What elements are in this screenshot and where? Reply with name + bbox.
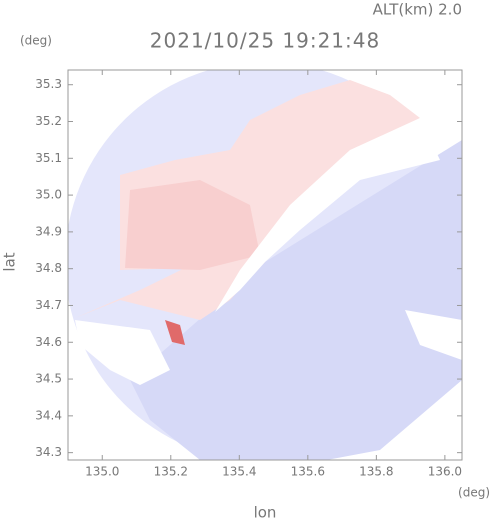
x-tick-label: 136.0 [428, 465, 462, 479]
altitude-label: ALT(km) 2.0 [373, 1, 462, 19]
y-tick-label: 35.1 [35, 151, 62, 165]
y-unit: (deg) [20, 34, 52, 48]
x-tick-label: 135.8 [359, 465, 393, 479]
approaching-core [125, 180, 260, 270]
y-axis-label: lat [1, 252, 19, 271]
y-tick-label: 34.7 [35, 298, 62, 312]
y-tick-label: 34.4 [35, 408, 62, 422]
y-tick-label: 34.3 [35, 445, 62, 459]
x-tick-label: 135.4 [222, 465, 256, 479]
y-tick-label: 35.2 [35, 114, 62, 128]
y-tick-label: 35.3 [35, 77, 62, 91]
radar-field [68, 70, 462, 460]
x-unit: (deg) [458, 486, 490, 500]
y-tick-label: 34.8 [35, 261, 62, 275]
no-echo-east [405, 310, 462, 360]
chart-title: 2021/10/25 19:21:48 [150, 29, 380, 53]
y-tick-label: 35.0 [35, 188, 62, 202]
x-tick-label: 135.2 [154, 465, 188, 479]
receding-flow [130, 140, 462, 460]
x-tick-label: 135.6 [291, 465, 325, 479]
strong-echo [165, 320, 185, 345]
no-echo-west [75, 320, 170, 385]
y-tick-label: 34.5 [35, 372, 62, 386]
plot-frame [67, 69, 463, 461]
y-tick-label: 34.9 [35, 224, 62, 238]
x-tick-label: 135.0 [85, 465, 119, 479]
x-axis-label: lon [254, 504, 277, 522]
no-echo-band [215, 118, 440, 312]
y-tick-label: 34.6 [35, 335, 62, 349]
